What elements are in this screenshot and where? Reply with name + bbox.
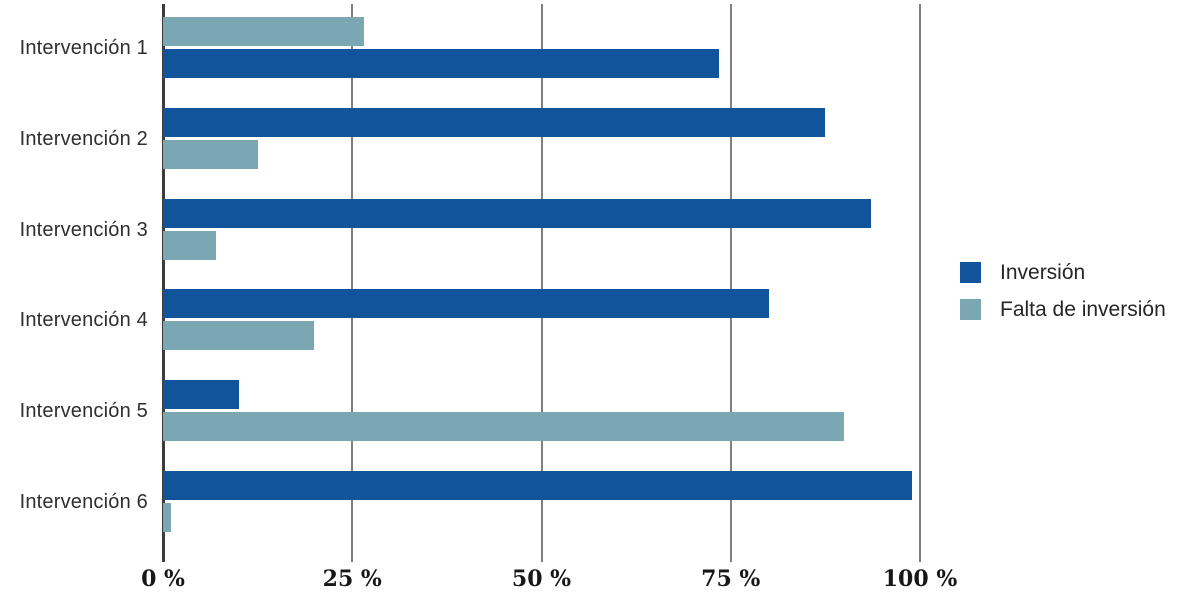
legend-label: Inversión	[1000, 260, 1086, 284]
x-tick-label-25: 25 %	[322, 566, 382, 592]
category-label-2: Intervención 2	[19, 127, 148, 150]
legend: Inversión Falta de inversión	[960, 260, 1166, 336]
bar-falta-de-inversion-row-3	[163, 230, 216, 260]
plot-area	[161, 4, 921, 562]
category-label-6: Intervención 6	[19, 491, 148, 513]
x-tick-label-100: 100 %	[882, 566, 958, 592]
gridline-50	[540, 4, 543, 562]
bar-inversion-row-3	[163, 198, 871, 228]
x-tick-label-50: 50 %	[511, 566, 572, 592]
bar-falta-de-inversion-row-5	[163, 412, 845, 442]
bar-inversion-row-5	[163, 380, 239, 410]
category-label-5: Intervención 5	[19, 400, 148, 423]
gridline-25	[351, 4, 354, 562]
bar-inversion-row-6	[163, 471, 913, 500]
legend-label: Falta de inversión	[1000, 297, 1166, 321]
bar-falta-de-inversion-row-4	[163, 321, 315, 351]
bar-falta-de-inversion-row-6	[163, 503, 171, 532]
bar-falta-de-inversion-row-1	[163, 17, 364, 46]
legend-swatch-falta-de-inversion-icon	[960, 299, 981, 320]
legend-entry-inversion: Inversión	[960, 260, 1166, 284]
category-label-3: Intervención 3	[19, 218, 148, 241]
bar-inversion-row-2	[163, 107, 826, 137]
gridline-100	[919, 4, 921, 562]
y-axis-line	[161, 4, 165, 562]
bar-inversion-row-4	[163, 289, 769, 319]
x-tick-label-75: 75 %	[701, 566, 761, 592]
bar-inversion-row-1	[163, 49, 720, 78]
x-tick-label-0: 0 %	[141, 566, 185, 592]
category-label-1: Intervención 1	[19, 37, 148, 59]
category-label-4: Intervención 4	[19, 309, 148, 332]
legend-swatch-inversion-icon	[960, 262, 981, 283]
legend-entry-falta-de-inversion: Falta de inversión	[960, 297, 1166, 321]
bar-falta-de-inversion-row-2	[163, 139, 258, 169]
gridline-75	[729, 4, 732, 562]
